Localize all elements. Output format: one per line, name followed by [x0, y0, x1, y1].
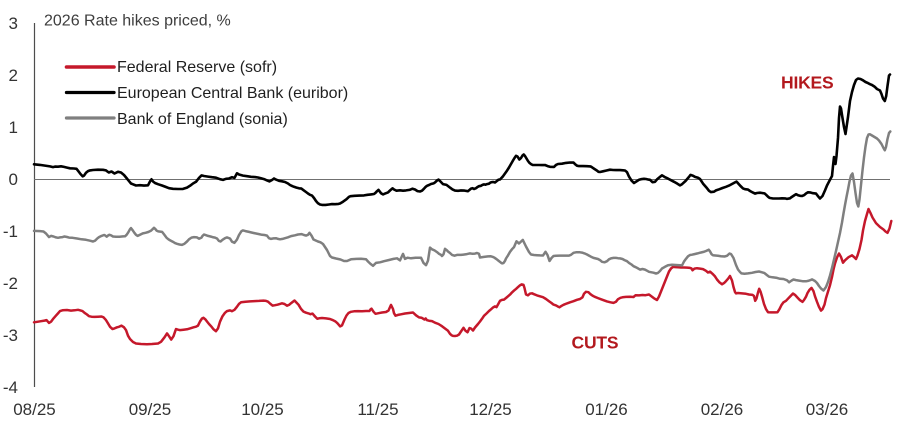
- svg-text:12/25: 12/25: [469, 400, 512, 419]
- svg-text:2: 2: [9, 66, 18, 85]
- svg-text:-4: -4: [3, 378, 18, 397]
- svg-text:01/26: 01/26: [585, 400, 628, 419]
- svg-text:-1: -1: [3, 222, 18, 241]
- svg-text:02/26: 02/26: [701, 400, 744, 419]
- svg-text:11/25: 11/25: [357, 400, 398, 419]
- svg-text:Federal Reserve (sofr): Federal Reserve (sofr): [117, 59, 277, 76]
- svg-text:10/25: 10/25: [241, 400, 284, 419]
- svg-text:0: 0: [9, 170, 18, 189]
- svg-text:03/26: 03/26: [806, 400, 849, 419]
- svg-text:-3: -3: [3, 326, 18, 345]
- svg-text:-2: -2: [3, 274, 18, 293]
- svg-text:08/25: 08/25: [13, 400, 56, 419]
- svg-text:3: 3: [9, 14, 18, 33]
- svg-text:1: 1: [9, 118, 18, 137]
- svg-text:09/25: 09/25: [129, 400, 172, 419]
- svg-text:Bank of England (sonia): Bank of England (sonia): [117, 111, 288, 128]
- svg-text:2026 Rate hikes priced, %: 2026 Rate hikes priced, %: [44, 13, 231, 30]
- svg-text:CUTS: CUTS: [572, 333, 619, 353]
- svg-text:European Central Bank (euribor: European Central Bank (euribor): [117, 85, 348, 102]
- svg-text:HIKES: HIKES: [781, 73, 833, 93]
